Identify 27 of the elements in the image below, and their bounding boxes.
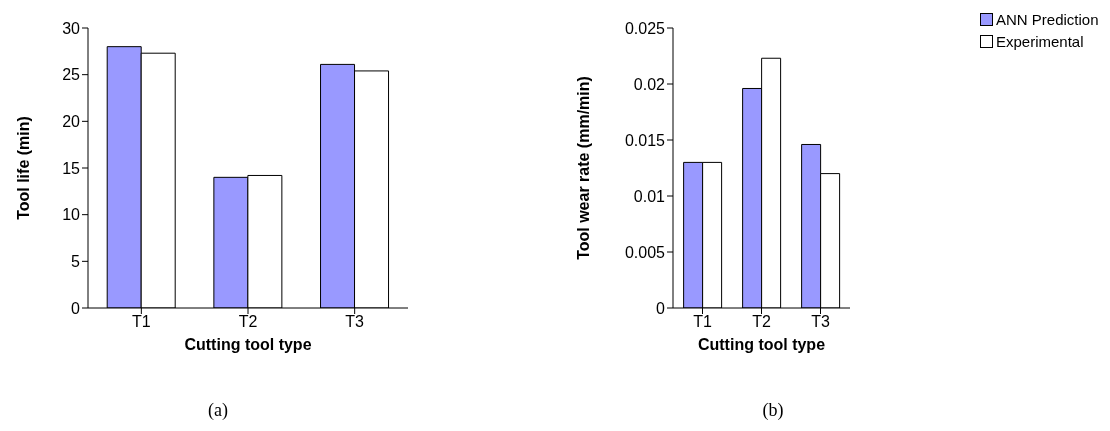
y-tick-label: 10 — [62, 206, 81, 224]
y-tick-label: 0.025 — [624, 19, 666, 37]
y-tick-label: 15 — [62, 159, 81, 177]
legend-label: Experimental — [996, 32, 1084, 50]
y-tick-label: 0.015 — [624, 131, 666, 149]
y-tick-label: 30 — [62, 19, 81, 37]
x-axis-title: Cutting tool type — [697, 336, 826, 353]
y-tick-label: 0.01 — [633, 187, 666, 205]
y-tick-label: 20 — [62, 113, 81, 131]
y-tick-label: 0.005 — [624, 243, 666, 261]
y-tick-label: 0 — [71, 299, 81, 317]
text: (a) — [207, 400, 229, 421]
y-tick-label: 5 — [71, 253, 81, 271]
y-axis-title: Tool wear rate (mm/min) — [574, 76, 592, 260]
x-tick-label: T2 — [238, 313, 258, 331]
y-axis-title: Tool life (min) — [14, 116, 32, 220]
x-axis-title: Cutting tool type — [184, 336, 312, 353]
text: (b) — [761, 400, 785, 421]
legend-label: ANN Prediction — [996, 10, 1099, 28]
y-tick-label: 0 — [656, 299, 666, 317]
y-tick-label: 0.02 — [633, 75, 666, 93]
x-tick-label: T1 — [132, 313, 151, 331]
x-tick-label: T3 — [811, 313, 830, 331]
x-tick-label: T1 — [693, 313, 712, 331]
y-tick-label: 25 — [62, 66, 81, 84]
x-tick-label: T3 — [345, 313, 365, 331]
x-tick-label: T2 — [752, 313, 771, 331]
